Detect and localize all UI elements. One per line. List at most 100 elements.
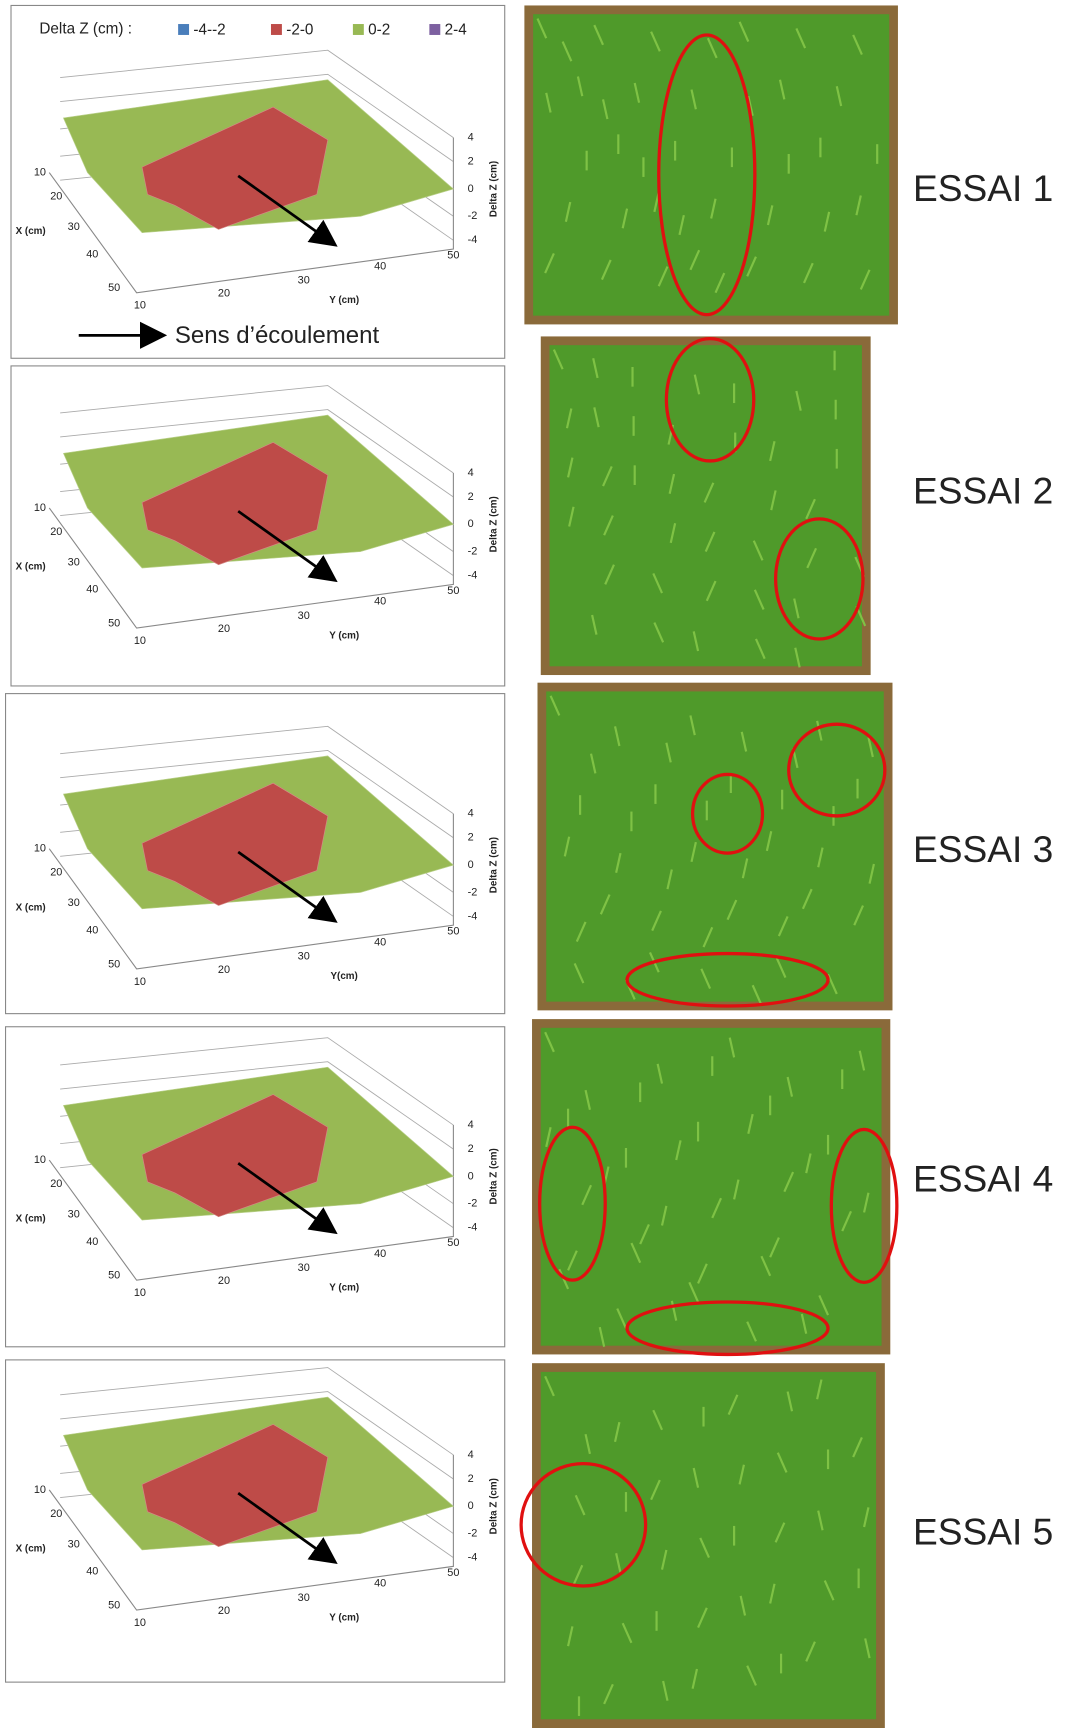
legend-swatch (271, 24, 282, 35)
z-tick-label: -2 (468, 886, 478, 898)
y-axis-label: Y (cm) (329, 630, 359, 641)
y-tick-label: 10 (134, 300, 146, 312)
x-tick-label: 30 (68, 1538, 80, 1550)
z-tick-label: -4 (468, 570, 478, 582)
y-tick-label: 10 (134, 1617, 146, 1629)
legend-swatch (429, 24, 440, 35)
x-tick-label: 20 (50, 1508, 62, 1520)
x-tick-label: 40 (86, 584, 98, 596)
z-axis-label: Delta Z (cm) (488, 161, 499, 217)
z-tick-label: 4 (468, 132, 474, 144)
x-tick-label: 20 (50, 1178, 62, 1190)
legend-label: 0-2 (368, 22, 390, 39)
z-tick-label: 4 (468, 1119, 474, 1131)
x-tick-label: 40 (86, 1566, 98, 1578)
z-tick-label: -4 (468, 910, 478, 922)
z-tick-label: -4 (468, 1222, 478, 1234)
z-tick-label: 4 (468, 467, 474, 479)
y-tick-label: 40 (374, 937, 386, 949)
essai-label: ESSAI 1 (913, 167, 1053, 209)
x-tick-label: 40 (86, 1236, 98, 1248)
x-tick-label: 20 (50, 526, 62, 538)
x-tick-label: 40 (86, 248, 98, 260)
x-tick-label: 50 (108, 958, 120, 970)
legend-swatch (353, 24, 364, 35)
x-tick-label: 50 (108, 282, 120, 294)
y-tick-label: 40 (374, 1578, 386, 1590)
y-tick-label: 40 (374, 596, 386, 608)
legend-label: 2-4 (445, 22, 468, 39)
y-tick-label: 20 (218, 1275, 230, 1287)
y-axis-label: Y(cm) (331, 971, 358, 982)
z-tick-label: 2 (468, 1473, 474, 1485)
essai-label: ESSAI 5 (913, 1510, 1053, 1552)
y-tick-label: 10 (134, 1287, 146, 1299)
photo-grass (541, 1372, 876, 1719)
figure: 420-2-410203040501020304050X (cm)Y (cm)D… (0, 0, 1087, 1728)
y-tick-label: 30 (298, 275, 310, 287)
z-tick-label: 2 (468, 832, 474, 844)
y-tick-label: 50 (447, 926, 459, 938)
x-tick-label: 50 (108, 1600, 120, 1612)
x-tick-label: 30 (68, 1209, 80, 1221)
z-tick-label: -4 (468, 234, 478, 246)
y-tick-label: 30 (298, 1592, 310, 1604)
y-tick-label: 40 (374, 1248, 386, 1260)
y-axis-label: Y (cm) (329, 295, 359, 306)
x-axis-label: X (cm) (16, 1543, 46, 1554)
x-tick-label: 10 (34, 502, 46, 514)
y-tick-label: 20 (218, 288, 230, 300)
essai-label: ESSAI 4 (913, 1158, 1053, 1200)
y-axis-label: Y (cm) (329, 1282, 359, 1293)
x-axis-label: X (cm) (16, 1214, 46, 1225)
z-tick-label: 2 (468, 156, 474, 168)
z-axis-label: Delta Z (cm) (488, 1148, 499, 1204)
z-tick-label: 0 (468, 1170, 474, 1182)
y-tick-label: 50 (447, 1237, 459, 1249)
z-tick-label: -2 (468, 545, 478, 557)
x-tick-label: 10 (34, 166, 46, 178)
x-tick-label: 10 (34, 1154, 46, 1166)
x-tick-label: 30 (68, 556, 80, 568)
y-tick-label: 30 (298, 951, 310, 963)
y-tick-label: 30 (298, 1262, 310, 1274)
x-tick-label: 30 (68, 897, 80, 909)
z-tick-label: 0 (468, 1500, 474, 1512)
flow-label: Sens d’écoulement (175, 322, 380, 349)
x-tick-label: 40 (86, 925, 98, 937)
z-tick-label: 4 (468, 808, 474, 820)
x-tick-label: 50 (108, 618, 120, 630)
z-axis-label: Delta Z (cm) (488, 496, 499, 552)
y-tick-label: 50 (447, 585, 459, 597)
x-tick-label: 20 (50, 191, 62, 203)
legend-title: Delta Z (cm) : (39, 21, 132, 38)
x-axis-label: X (cm) (16, 902, 46, 913)
z-tick-label: -2 (468, 1198, 478, 1210)
z-tick-label: 4 (468, 1449, 474, 1461)
z-tick-label: -2 (468, 210, 478, 222)
legend-swatch (178, 24, 189, 35)
legend-label: -4--2 (193, 22, 225, 39)
y-tick-label: 10 (134, 976, 146, 988)
essai-label: ESSAI 2 (913, 470, 1053, 512)
x-tick-label: 20 (50, 867, 62, 879)
y-tick-label: 10 (134, 635, 146, 647)
x-axis-label: X (cm) (16, 561, 46, 572)
z-tick-label: -2 (468, 1527, 478, 1539)
photo-grass (550, 345, 862, 666)
y-axis-label: Y (cm) (329, 1612, 359, 1623)
z-tick-label: 0 (468, 859, 474, 871)
legend-label: -2-0 (286, 22, 313, 39)
essai-label: ESSAI 3 (913, 828, 1053, 870)
page: {"legend": {"title": "Delta Z (cm) :", "… (0, 0, 1087, 1728)
y-tick-label: 30 (298, 610, 310, 622)
y-tick-label: 20 (218, 964, 230, 976)
z-tick-label: 0 (468, 518, 474, 530)
x-axis-label: X (cm) (16, 226, 46, 237)
y-tick-label: 40 (374, 260, 386, 272)
x-tick-label: 50 (108, 1270, 120, 1282)
x-tick-label: 10 (34, 1484, 46, 1496)
x-tick-label: 30 (68, 221, 80, 233)
z-tick-label: 2 (468, 1143, 474, 1155)
y-tick-label: 20 (218, 623, 230, 635)
